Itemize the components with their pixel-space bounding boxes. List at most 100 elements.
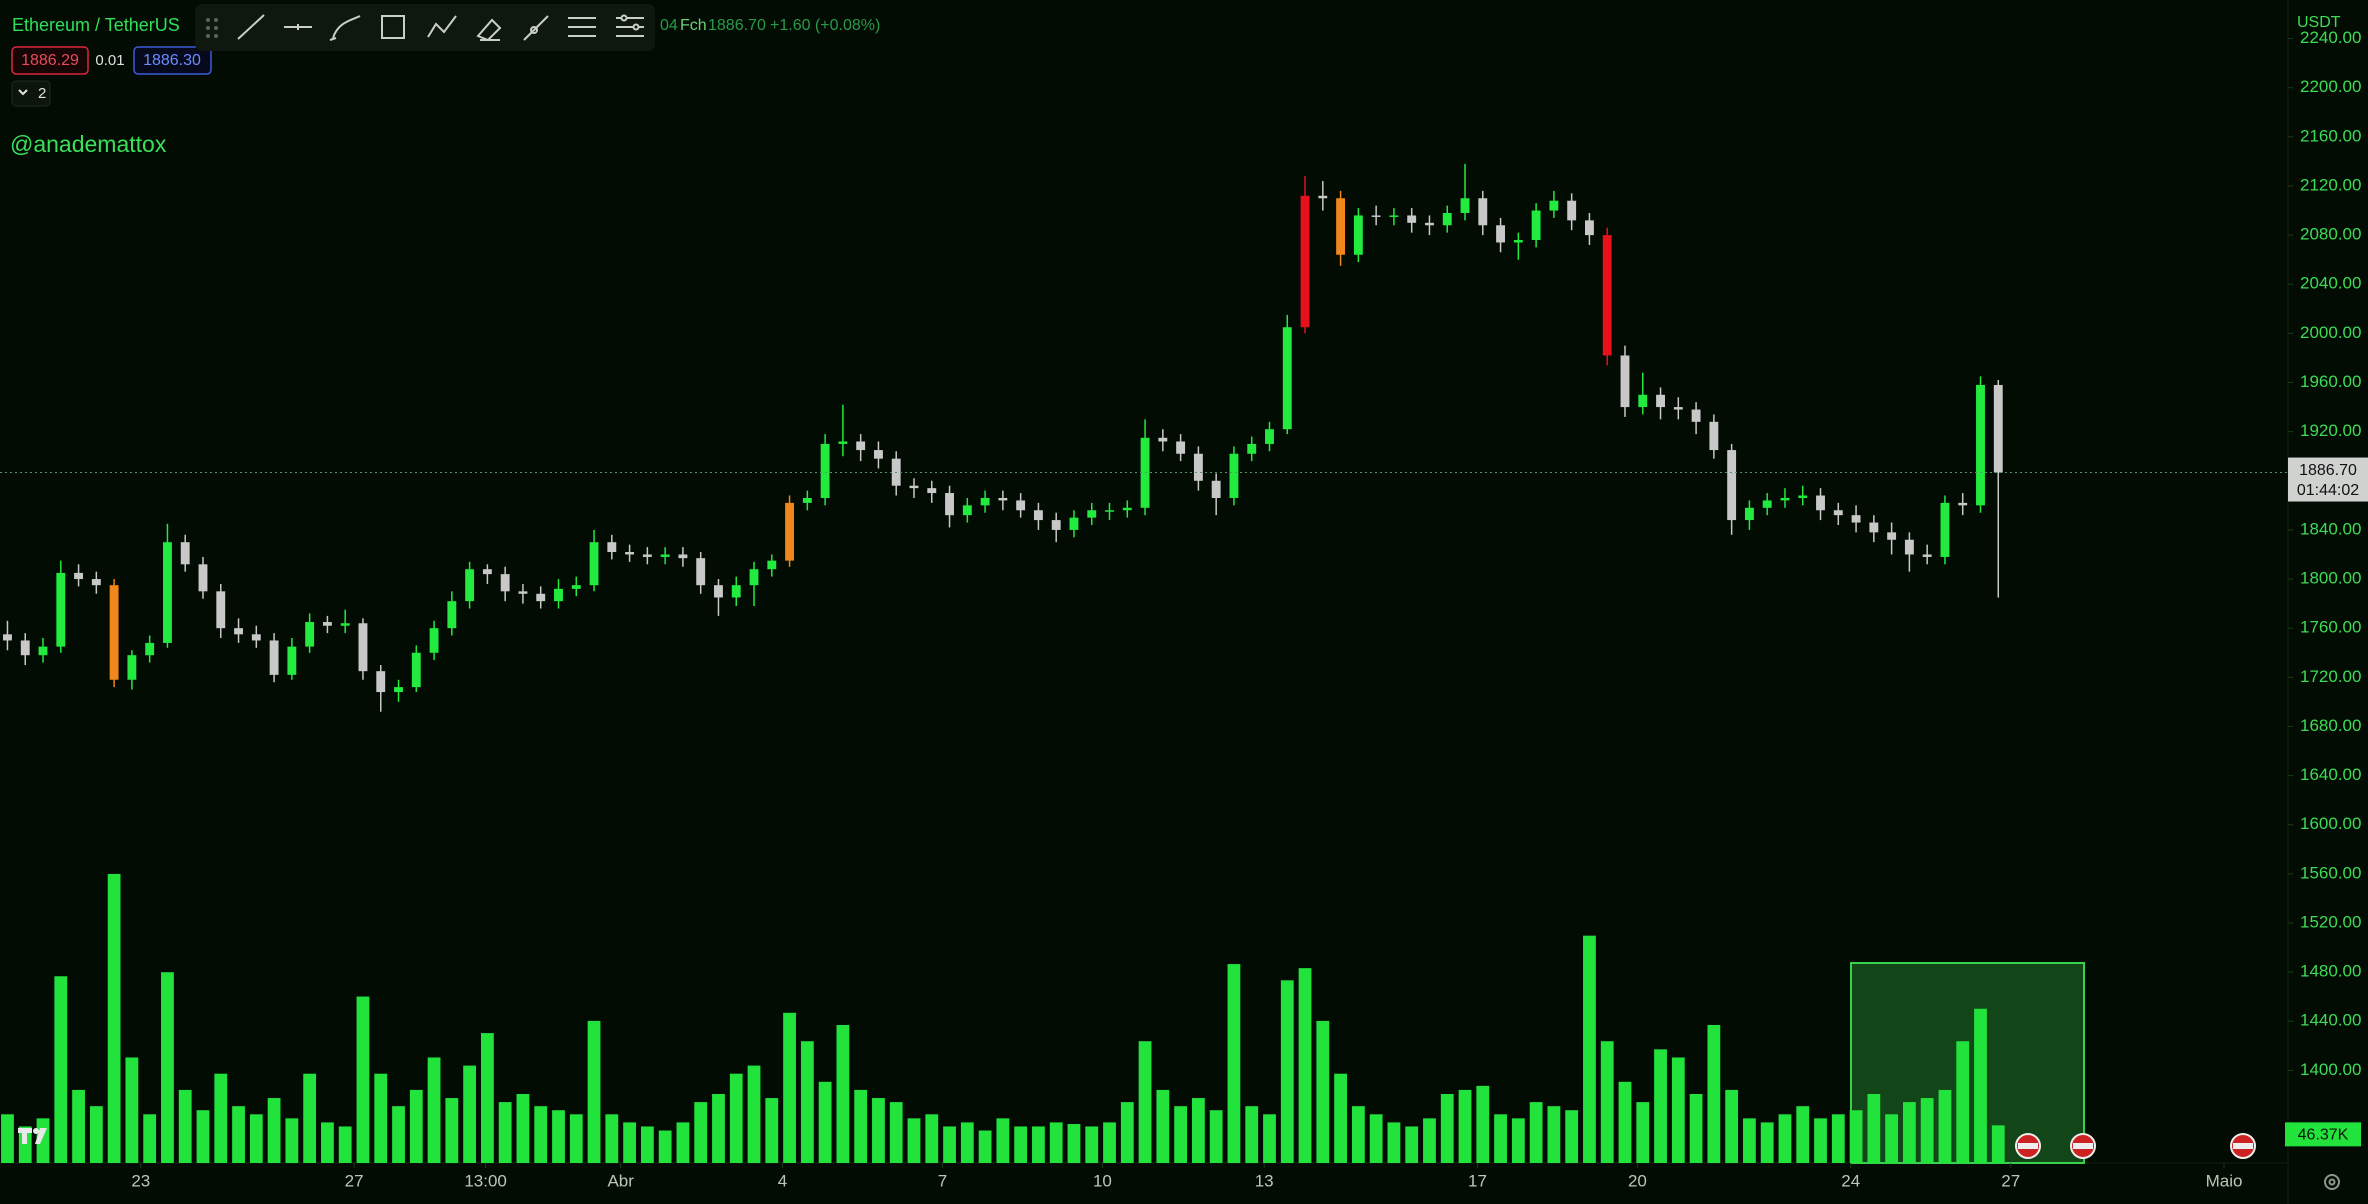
tradingview-logo[interactable] xyxy=(18,1128,47,1144)
volume-bar xyxy=(1085,1126,1099,1163)
candle-body xyxy=(1567,200,1577,221)
candle-body xyxy=(1887,532,1897,540)
candle-body xyxy=(1229,453,1239,498)
trendline-tool[interactable] xyxy=(237,14,265,40)
candle-body xyxy=(1620,355,1630,408)
volume-bar xyxy=(747,1065,761,1163)
candle-body xyxy=(1460,198,1470,213)
candle-body xyxy=(1389,215,1399,217)
ask-box[interactable] xyxy=(133,46,212,75)
volume-bar xyxy=(72,1089,85,1163)
volume-label-box xyxy=(2285,1122,2361,1147)
volume-bar xyxy=(1991,1125,2005,1163)
candle-body xyxy=(1353,215,1363,255)
currency[interactable]: USDT xyxy=(2297,14,2341,31)
volume-bar xyxy=(143,1114,157,1163)
candle-body xyxy=(1176,441,1186,454)
volume-bar xyxy=(1405,1126,1419,1163)
volume-bar xyxy=(854,1089,868,1163)
indicator-toggle[interactable] xyxy=(11,80,51,107)
candle-body xyxy=(660,554,670,557)
symbol-title[interactable]: Ethereum / TetherUS xyxy=(12,15,180,35)
candle-body xyxy=(1780,497,1790,501)
volume-bar xyxy=(1760,1122,1774,1163)
volume-bar xyxy=(1974,1008,1987,1163)
candle-body xyxy=(1282,327,1292,430)
candle-body xyxy=(1105,510,1114,512)
volume-bar xyxy=(427,1057,441,1163)
candle-body xyxy=(394,687,403,693)
y-tick-label: 1400.00 xyxy=(2300,1060,2361,1079)
path-tool[interactable] xyxy=(427,15,457,38)
volume-bar xyxy=(1458,1089,1472,1163)
volume-bar xyxy=(1227,964,1241,1163)
candle-body xyxy=(1762,500,1772,508)
legend-close-label: Fch xyxy=(680,17,707,34)
x-tick-label: Maio xyxy=(2206,1171,2243,1190)
volume-bar xyxy=(1778,1114,1792,1163)
volume-bar xyxy=(321,1122,334,1163)
volume-bar xyxy=(409,1089,423,1163)
volume-bar xyxy=(1583,935,1596,1163)
y-tick-label: 1840.00 xyxy=(2300,519,2361,538)
volume-bar xyxy=(1814,1118,1827,1163)
candle-body xyxy=(1069,517,1079,530)
settings-icon[interactable] xyxy=(2324,1174,2340,1190)
candle-body xyxy=(1673,407,1683,410)
volume-bar xyxy=(1618,1081,1632,1163)
candle-body xyxy=(1602,235,1612,356)
candle-body xyxy=(980,497,990,506)
candle-body xyxy=(1122,507,1132,511)
volume-bar xyxy=(392,1106,405,1163)
candle-body xyxy=(767,560,777,570)
candle-body xyxy=(1211,480,1221,498)
horizontal-line-tool[interactable] xyxy=(284,24,312,30)
candle-body xyxy=(1531,210,1541,241)
candle-body xyxy=(962,505,972,516)
x-tick-label: 27 xyxy=(2001,1171,2020,1190)
candle-body xyxy=(678,554,688,559)
candle-body xyxy=(714,585,723,598)
volume-bar xyxy=(676,1122,690,1163)
volume-bar xyxy=(1387,1122,1401,1163)
volume-bar xyxy=(534,1106,548,1163)
volume-bar xyxy=(249,1114,263,1163)
volume-bar xyxy=(587,1020,601,1163)
volume-bar xyxy=(1351,1106,1365,1163)
y-tick-label: 1800.00 xyxy=(2300,569,2361,588)
volume-bar xyxy=(943,1126,956,1163)
y-tick-label: 1640.00 xyxy=(2300,765,2361,784)
volume-bar xyxy=(729,1073,743,1163)
volume-bar xyxy=(54,976,68,1163)
volume-bar xyxy=(1867,1093,1881,1163)
brush-tool[interactable] xyxy=(329,15,361,41)
bid-box[interactable] xyxy=(11,46,89,75)
volume-bar xyxy=(1280,980,1294,1163)
volume-bar xyxy=(1014,1126,1028,1163)
candle-body xyxy=(1016,500,1026,511)
volume-bar xyxy=(996,1118,1010,1163)
ask: 1886.30 xyxy=(143,52,201,69)
volume-bar xyxy=(978,1130,992,1163)
volume-bar xyxy=(1191,1098,1205,1163)
volume-bar xyxy=(800,1041,814,1163)
volume-bar xyxy=(125,1057,139,1163)
candle-body xyxy=(1656,394,1665,408)
volume-bar xyxy=(1725,1089,1739,1163)
volume-bar xyxy=(1636,1102,1650,1163)
y-tick-label: 1920.00 xyxy=(2300,421,2361,440)
volume-bar xyxy=(1,1114,14,1163)
rectangle-tool[interactable] xyxy=(381,15,405,39)
candle-body xyxy=(38,646,48,656)
event-flags[interactable] xyxy=(2015,1133,2256,1159)
volume-bar xyxy=(1298,968,1312,1163)
fib-tool[interactable] xyxy=(568,17,596,37)
candle-body xyxy=(1265,429,1274,444)
candle-body xyxy=(1584,220,1594,236)
volume-bar xyxy=(1067,1124,1081,1163)
volume-bar xyxy=(658,1130,672,1163)
volume-bar xyxy=(712,1093,725,1163)
eraser-tool[interactable] xyxy=(476,18,502,42)
volume-bar xyxy=(1707,1024,1721,1163)
candle-body xyxy=(1087,510,1097,518)
